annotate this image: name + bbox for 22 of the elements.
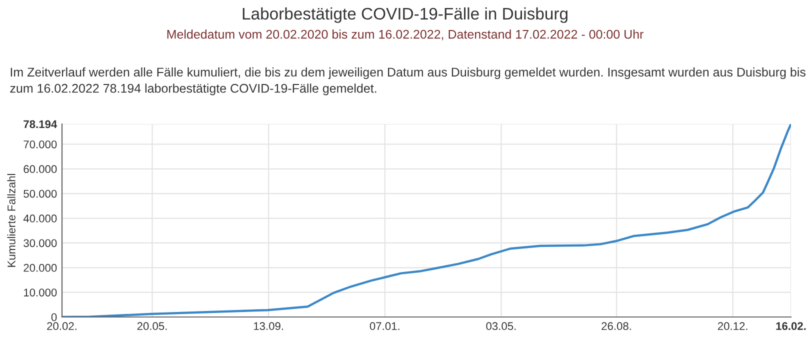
y-tick-label: 0 bbox=[51, 313, 57, 322]
x-tick-label: 07.01. bbox=[370, 322, 400, 330]
y-tick-label: 70.000 bbox=[24, 140, 57, 148]
chart-title: Laborbestätigte COVID-19-Fälle in Duisburg bbox=[242, 7, 568, 23]
y-axis-title: Kumulierte Fallzahl bbox=[7, 174, 16, 267]
x-tick-label: 20.02. bbox=[47, 322, 76, 330]
x-tick-label: 13.09. bbox=[254, 322, 283, 330]
y-tick-label: 10.000 bbox=[24, 288, 57, 296]
x-tick-label: 20.12. bbox=[718, 322, 748, 330]
x-tick-label: 26.08. bbox=[602, 322, 631, 330]
y-tick-label: 60.000 bbox=[24, 165, 57, 174]
y-tick-label: 50.000 bbox=[24, 190, 57, 198]
y-tick-label: 40.000 bbox=[23, 214, 57, 222]
y-tick-label: 78.194 bbox=[24, 120, 58, 128]
line-series bbox=[62, 124, 791, 317]
y-tick-label: 20.000 bbox=[24, 264, 57, 272]
x-tick-label: 16.02. bbox=[776, 322, 806, 330]
x-tick-label: 20.05. bbox=[137, 322, 167, 330]
x-tick-label: 03.05. bbox=[486, 322, 516, 330]
chart-subtitle: Meldedatum vom 20.02.2020 bis zum 16.02.2022, Datenstand 17.02.2022 - 00:00 Uhr bbox=[167, 30, 644, 40]
text: Im Zeitverlauf werden alle Fälle kumuliert, die bis zu dem jeweiligen Datum aus Duisburg gemeldet wurden. Insgesamt wurden aus Duisburg bis zum 16.02.2022 78.194 laborbestätigte COVID-19-Fälle gemeldet. bbox=[10, 67, 806, 96]
y-tick-label: 30.000 bbox=[24, 239, 57, 248]
